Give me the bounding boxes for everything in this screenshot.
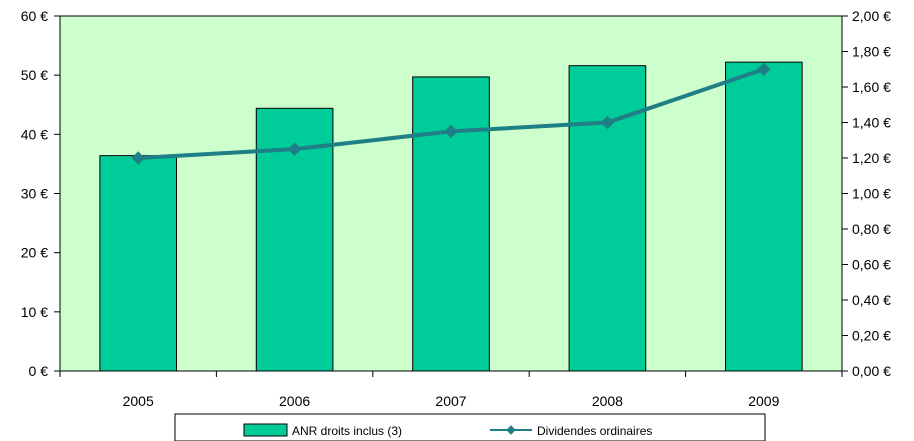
dividend-marker-2008 xyxy=(600,115,615,130)
left-axis-tick-label: 30 € xyxy=(21,186,48,202)
legend-line-marker xyxy=(506,425,516,435)
right-axis-tick-label: 0,60 € xyxy=(852,257,891,273)
bar-2007 xyxy=(412,76,490,372)
right-axis-tick-label: 1,80 € xyxy=(852,44,891,60)
legend: ANR droits inclus (3) Dividendes ordinai… xyxy=(174,413,766,441)
bars-layer xyxy=(99,61,803,372)
left-axis-tick-label: 0 € xyxy=(29,363,49,379)
axes-layer xyxy=(54,15,848,377)
right-axis-tick-label: 2,00 € xyxy=(852,8,891,24)
right-axis-tick-label: 1,00 € xyxy=(852,186,891,202)
dividend-marker-2006 xyxy=(287,142,302,156)
left-axis-tick-label: 60 € xyxy=(21,8,48,24)
right-axis-tick-label: 0,40 € xyxy=(852,292,891,308)
x-axis-label-2007: 2007 xyxy=(435,393,466,409)
left-axis-tick-label: 40 € xyxy=(21,126,48,142)
right-axis-tick-label: 0,80 € xyxy=(852,221,891,237)
x-axis-label-2008: 2008 xyxy=(592,393,623,409)
right-axis-tick-label: 1,60 € xyxy=(852,79,891,95)
right-axis-tick-label: 0,00 € xyxy=(852,363,891,379)
bar-2005 xyxy=(99,155,178,372)
x-axis-label-2005: 2005 xyxy=(123,393,154,409)
x-axis-label-2006: 2006 xyxy=(279,393,310,409)
right-axis-tick-label: 1,40 € xyxy=(852,115,891,131)
left-axis-tick-label: 50 € xyxy=(21,67,48,83)
left-axis-tick-label: 10 € xyxy=(21,304,48,320)
left-axis-tick-label: 20 € xyxy=(21,245,48,261)
labels-layer: 0 € 10 € 20 € 30 € 40 € 50 € 60 € 0,00 € 0,20 € 0… xyxy=(21,8,891,409)
legend-bar-swatch xyxy=(243,423,288,437)
legend-line-label: Dividendes ordinaires xyxy=(537,424,652,438)
dividend-marker-2005 xyxy=(131,151,145,165)
bar-2009 xyxy=(724,61,803,372)
right-axis-tick-label: 0,20 € xyxy=(852,328,891,344)
x-axis-label-2009: 2009 xyxy=(748,393,779,409)
dividend-marker-2009 xyxy=(757,62,771,76)
legend-bar-label: ANR droits inclus (3) xyxy=(292,424,402,438)
right-axis-tick-label: 1,20 € xyxy=(852,150,891,166)
line-layer xyxy=(131,62,771,165)
dividend-marker-2007 xyxy=(444,124,458,139)
